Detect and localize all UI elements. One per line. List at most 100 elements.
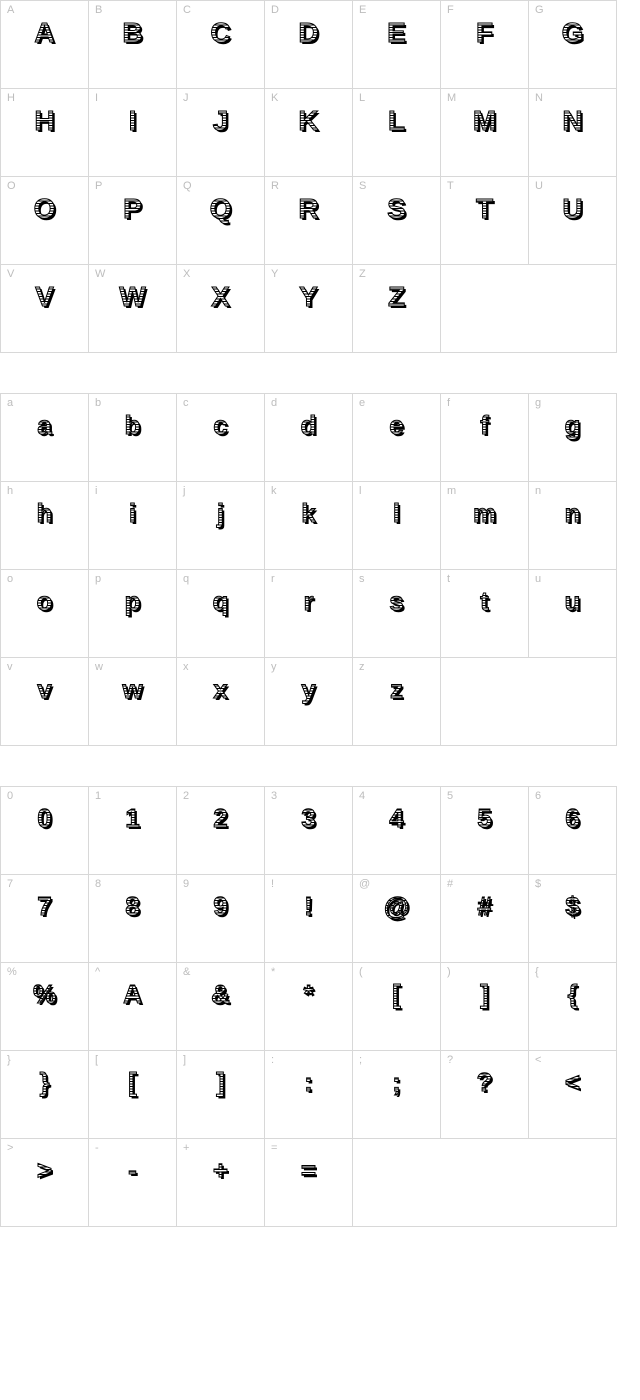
glyph: 222 bbox=[213, 805, 227, 832]
glyph-cell: nnnn bbox=[529, 482, 617, 570]
glyph-cell: ffff bbox=[441, 394, 529, 482]
glyph: ??? bbox=[477, 1069, 493, 1096]
glyph: JJJ bbox=[213, 107, 229, 135]
key-label: @ bbox=[359, 879, 370, 890]
key-label: 4 bbox=[359, 791, 365, 802]
glyph-cell: :::: bbox=[265, 1051, 353, 1139]
key-label: B bbox=[95, 5, 102, 16]
key-label: ; bbox=[359, 1055, 362, 1066]
glyph-cell: 5555 bbox=[441, 787, 529, 875]
glyph: 000 bbox=[37, 805, 51, 832]
glyph: iii bbox=[129, 500, 136, 527]
glyph-cell: TTTT bbox=[441, 177, 529, 265]
glyph: XXX bbox=[211, 283, 230, 311]
glyph-cell: ;;;; bbox=[353, 1051, 441, 1139]
glyph: uuu bbox=[565, 588, 581, 615]
key-label: a bbox=[7, 398, 13, 409]
glyph-cell: <<<< bbox=[529, 1051, 617, 1139]
glyph-cell: IIII bbox=[89, 89, 177, 177]
glyph-cell: mmmm bbox=[441, 482, 529, 570]
glyph-cell: ssss bbox=[353, 570, 441, 658]
glyph: aaa bbox=[37, 412, 51, 439]
glyph: jjj bbox=[217, 500, 224, 527]
glyph: TTT bbox=[476, 195, 493, 223]
glyph-cell: ^ AAA bbox=[89, 963, 177, 1051]
key-label: r bbox=[271, 574, 275, 585]
glyph: 999 bbox=[213, 893, 227, 920]
glyph: AAA bbox=[123, 981, 142, 1008]
glyph-cell: OOOO bbox=[1, 177, 89, 265]
key-label: E bbox=[359, 5, 366, 16]
glyph: 111 bbox=[125, 805, 139, 832]
key-label: p bbox=[95, 574, 101, 585]
key-label: t bbox=[447, 574, 450, 585]
key-label: 8 bbox=[95, 879, 101, 890]
glyph: RRR bbox=[298, 195, 318, 223]
glyph-cell: QQQQ bbox=[177, 177, 265, 265]
key-label: o bbox=[7, 574, 13, 585]
key-label: 7 bbox=[7, 879, 13, 890]
glyph-cell: FFFF bbox=[441, 1, 529, 89]
glyph-cell: ==== bbox=[265, 1139, 353, 1227]
key-label: ^ bbox=[95, 967, 100, 978]
glyph: DDD bbox=[298, 19, 318, 47]
key-label: Q bbox=[183, 181, 192, 192]
key-label: S bbox=[359, 181, 366, 192]
glyph-cell: 8888 bbox=[89, 875, 177, 963]
key-label: & bbox=[183, 967, 190, 978]
glyph: fff bbox=[480, 412, 489, 439]
glyph: !!! bbox=[304, 893, 313, 920]
glyph: WWW bbox=[119, 283, 145, 311]
glyph-cell: wwww bbox=[89, 658, 177, 746]
glyph-cell: PPPP bbox=[89, 177, 177, 265]
glyph: CCC bbox=[210, 19, 230, 47]
section-lowercase: aaaabbbbccccddddeeeeffffgggghhhhiiiijjjj… bbox=[0, 393, 640, 746]
key-label: l bbox=[359, 486, 361, 497]
key-label: 0 bbox=[7, 791, 13, 802]
glyph: ]]] bbox=[480, 981, 489, 1008]
glyph: *** bbox=[303, 981, 313, 1008]
glyph-cell: cccc bbox=[177, 394, 265, 482]
glyph-cell: oooo bbox=[1, 570, 89, 658]
glyph: $$$ bbox=[565, 893, 579, 920]
glyph-cell: GGGG bbox=[529, 1, 617, 89]
glyph: yyy bbox=[301, 676, 315, 703]
key-label: > bbox=[7, 1143, 13, 1154]
glyph-cell: HHHH bbox=[1, 89, 89, 177]
key-label: j bbox=[183, 486, 185, 497]
glyph: 333 bbox=[301, 805, 315, 832]
key-label: b bbox=[95, 398, 101, 409]
glyph: ]]] bbox=[216, 1069, 225, 1096]
glyph-cell: VVVV bbox=[1, 265, 89, 353]
glyph: eee bbox=[389, 412, 403, 439]
glyph-cell: uuuu bbox=[529, 570, 617, 658]
glyph: }}} bbox=[39, 1069, 49, 1096]
glyph: {{{ bbox=[567, 981, 577, 1008]
key-label: % bbox=[7, 967, 17, 978]
glyph-cell: DDDD bbox=[265, 1, 353, 89]
glyph: bbb bbox=[125, 412, 141, 439]
glyph: EEE bbox=[387, 19, 406, 47]
glyph-grid: AAAABBBBCCCCDDDDEEEEFFFFGGGGHHHHIIIIJJJJ… bbox=[0, 0, 617, 353]
glyph-cell: zzzz bbox=[353, 658, 441, 746]
glyph-cell: iiii bbox=[89, 482, 177, 570]
glyph-cell: ++++ bbox=[177, 1139, 265, 1227]
glyph-cell: )]]] bbox=[441, 963, 529, 1051]
key-label: z bbox=[359, 662, 365, 673]
key-label: * bbox=[271, 967, 275, 978]
glyph-cell: [[[[ bbox=[89, 1051, 177, 1139]
glyph: rrr bbox=[303, 588, 313, 615]
glyph-cell: 0000 bbox=[1, 787, 89, 875]
glyph: &&& bbox=[211, 981, 230, 1008]
key-label: = bbox=[271, 1143, 277, 1154]
key-label: U bbox=[535, 181, 543, 192]
key-label: h bbox=[7, 486, 13, 497]
glyph: HHH bbox=[34, 107, 54, 135]
glyph: ppp bbox=[125, 588, 141, 615]
glyph-cell: EEEE bbox=[353, 1, 441, 89]
glyph: NNN bbox=[562, 107, 582, 135]
glyph-cell: kkkk bbox=[265, 482, 353, 570]
glyph: ::: bbox=[304, 1069, 313, 1096]
glyph: 555 bbox=[477, 805, 491, 832]
glyph: ccc bbox=[213, 412, 227, 439]
